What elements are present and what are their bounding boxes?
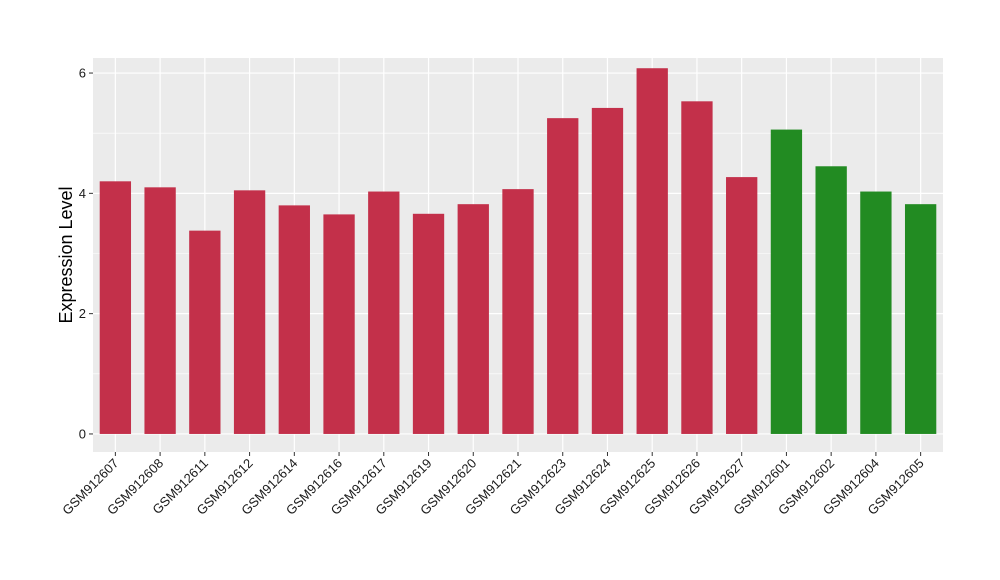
- bar-GSM912607: [99, 181, 132, 434]
- bar-GSM912605: [904, 204, 937, 434]
- bar-GSM912625: [636, 68, 668, 434]
- y-axis-title: Expression Level: [56, 186, 76, 323]
- bar-GSM912621: [502, 189, 534, 434]
- y-tick-label: 6: [79, 66, 86, 81]
- bar-GSM912601: [770, 129, 803, 434]
- bar-GSM912617: [368, 191, 400, 434]
- x-axis: GSM912607GSM912608GSM912611GSM912612GSM9…: [59, 452, 927, 518]
- bar-GSM912620: [457, 204, 489, 434]
- bar-GSM912624: [591, 107, 624, 434]
- bar-GSM912616: [323, 214, 355, 434]
- bar-GSM912604: [860, 191, 892, 434]
- y-tick-label: 0: [79, 426, 86, 441]
- bar-GSM912626: [681, 101, 713, 434]
- bar-GSM912611: [189, 230, 221, 434]
- y-tick-label: 4: [79, 186, 86, 201]
- bar-GSM912612: [233, 190, 266, 434]
- bars: [99, 68, 937, 434]
- y-axis: 0 2 4 6: [79, 66, 93, 441]
- bar-GSM912619: [412, 213, 445, 434]
- y-tick-label: 2: [79, 306, 86, 321]
- bar-GSM912623: [547, 118, 579, 434]
- bar-GSM912614: [278, 205, 310, 434]
- bar-GSM912627: [726, 177, 758, 434]
- bar-GSM912608: [144, 187, 176, 434]
- bar-GSM912602: [815, 166, 847, 434]
